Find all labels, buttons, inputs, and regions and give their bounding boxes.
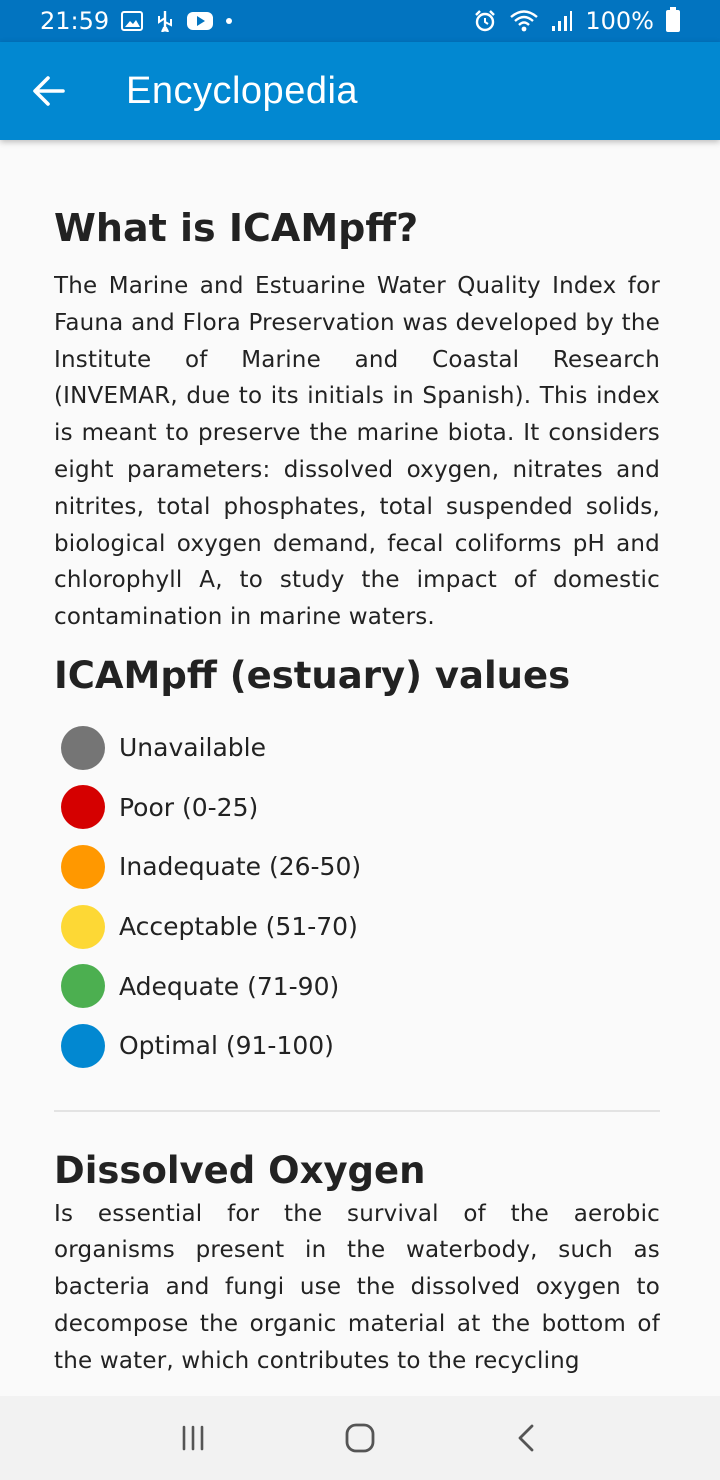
values-legend: Unavailable Poor (0-25) Inadequate (26-5… bbox=[54, 718, 660, 1076]
arrow-left-icon bbox=[33, 76, 65, 106]
image-icon bbox=[121, 11, 144, 31]
back-icon bbox=[518, 1424, 534, 1452]
status-dot-icon bbox=[61, 725, 105, 770]
home-icon bbox=[345, 1423, 375, 1453]
legend-label: Inadequate (26-50) bbox=[119, 852, 362, 882]
status-bar: 21:59 100% bbox=[0, 0, 720, 42]
status-dot-icon bbox=[61, 1023, 105, 1068]
legend-label: Acceptable (51-70) bbox=[119, 912, 358, 942]
usb-icon bbox=[155, 10, 175, 32]
legend-item-adequate: Adequate (71-90) bbox=[54, 956, 660, 1016]
status-dot-icon bbox=[61, 964, 105, 1009]
status-right: 100% bbox=[473, 7, 680, 35]
legend-label: Adequate (71-90) bbox=[119, 971, 340, 1001]
legend-label: Unavailable bbox=[119, 733, 266, 763]
app-bar: Encyclopedia bbox=[0, 42, 720, 140]
legend-label: Poor (0-25) bbox=[119, 792, 259, 822]
legend-item-unavailable: Unavailable bbox=[54, 718, 660, 778]
status-dot-icon bbox=[61, 785, 105, 830]
nav-back-button[interactable] bbox=[497, 1408, 557, 1468]
legend-item-poor: Poor (0-25) bbox=[54, 778, 660, 838]
section-title-dissolved-oxygen: Dissolved Oxygen bbox=[54, 1148, 426, 1192]
page-title: Encyclopedia bbox=[126, 69, 359, 112]
recent-apps-icon bbox=[183, 1425, 204, 1451]
youtube-icon bbox=[187, 11, 214, 31]
section-title-icampff: What is ICAMpff? bbox=[54, 206, 419, 250]
wifi-icon bbox=[509, 9, 539, 33]
status-left: 21:59 bbox=[40, 7, 233, 35]
legend-item-acceptable: Acceptable (51-70) bbox=[54, 897, 660, 957]
recent-apps-button[interactable] bbox=[163, 1408, 223, 1468]
status-time: 21:59 bbox=[40, 7, 110, 35]
system-nav-bar bbox=[0, 1396, 720, 1480]
encyclopedia-content[interactable]: What is ICAMpff? The Marine and Estuarin… bbox=[54, 140, 660, 1396]
status-dot-icon bbox=[61, 844, 105, 889]
section-body-icampff: The Marine and Estuarine Water Quality I… bbox=[54, 273, 660, 631]
section-body-dissolved-oxygen: Is essential for the survival of the aer… bbox=[54, 1200, 660, 1374]
values-title: ICAMpff (estuary) values bbox=[54, 653, 571, 697]
status-dot-icon bbox=[61, 904, 105, 949]
alarm-icon bbox=[473, 9, 497, 33]
legend-item-inadequate: Inadequate (26-50) bbox=[54, 837, 660, 897]
home-button[interactable] bbox=[330, 1408, 390, 1468]
legend-label: Optimal (91-100) bbox=[119, 1031, 334, 1061]
legend-item-optimal: Optimal (91-100) bbox=[54, 1016, 660, 1076]
battery-level: 100% bbox=[585, 7, 654, 35]
signal-icon bbox=[551, 10, 573, 32]
dot-icon bbox=[225, 17, 233, 25]
section-divider bbox=[54, 1109, 660, 1112]
battery-icon bbox=[666, 7, 680, 32]
back-button[interactable] bbox=[0, 42, 98, 140]
